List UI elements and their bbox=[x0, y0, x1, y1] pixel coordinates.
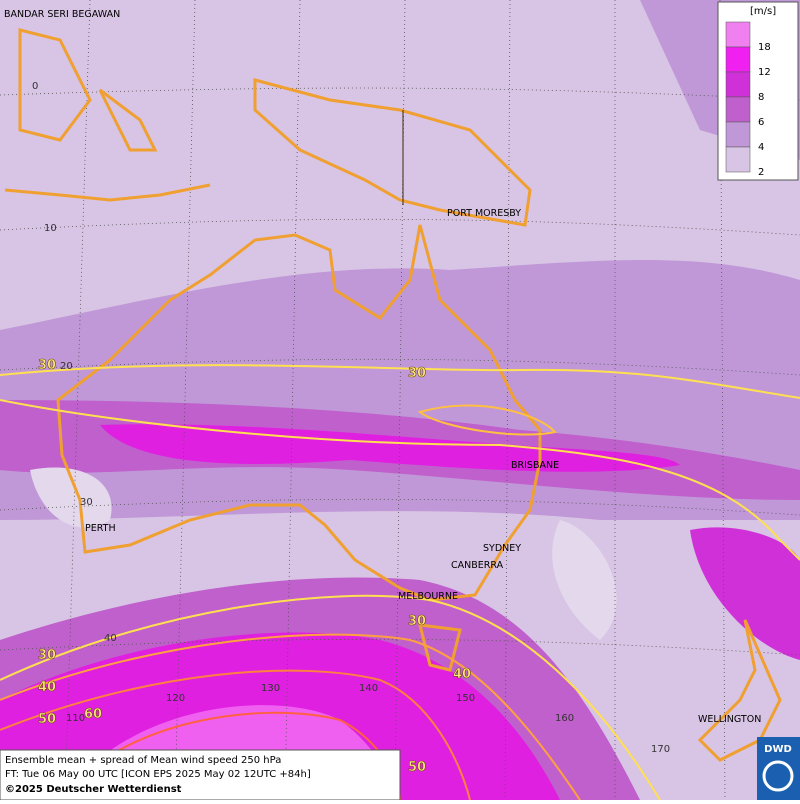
logo-mark bbox=[762, 760, 794, 792]
lon-label: 120 bbox=[166, 693, 185, 704]
contour-label: 50 bbox=[38, 712, 56, 727]
legend-label: 18 bbox=[758, 42, 771, 53]
legend-label: 4 bbox=[758, 142, 764, 153]
contour-label: 30 bbox=[408, 366, 426, 381]
shade bbox=[30, 467, 112, 528]
lon-label: 140 bbox=[359, 683, 378, 694]
lon-label: 170 bbox=[651, 744, 670, 755]
legend-swatch bbox=[725, 96, 751, 123]
city-label: PERTH bbox=[85, 523, 116, 534]
logo-text: DWD bbox=[764, 744, 792, 755]
shade bbox=[690, 527, 800, 660]
lat-label: 30 bbox=[80, 497, 93, 508]
contour-label: 50 bbox=[408, 760, 426, 775]
contour-label: 30 bbox=[38, 648, 56, 663]
contour-label: 40 bbox=[38, 680, 56, 695]
shade bbox=[100, 424, 680, 472]
legend-swatch bbox=[725, 21, 751, 48]
shade bbox=[552, 520, 617, 640]
lon-label: 160 bbox=[555, 713, 574, 724]
city-label: BANDAR SERI BEGAWAN bbox=[4, 9, 120, 20]
legend-label: 12 bbox=[758, 67, 771, 78]
lon-label: 110 bbox=[66, 713, 85, 724]
footer-text: ©2025 Deutscher Wetterdienst bbox=[5, 784, 182, 795]
legend-label: 8 bbox=[758, 92, 764, 103]
lat-label: 40 bbox=[104, 633, 117, 644]
legend: [m/s] 18 12 8 6 4 2 bbox=[717, 1, 799, 181]
lat-label: 20 bbox=[60, 361, 73, 372]
contour-label: 40 bbox=[453, 667, 471, 682]
city-label: PORT MORESBY bbox=[447, 208, 521, 219]
legend-swatch bbox=[725, 146, 751, 173]
contour-label: 30 bbox=[38, 358, 56, 373]
legend-swatch bbox=[725, 46, 751, 73]
legend-label: 2 bbox=[758, 167, 764, 178]
footer-text: Ensemble mean + spread of Mean wind spee… bbox=[5, 755, 281, 766]
legend-swatch bbox=[725, 121, 751, 148]
legend-swatch bbox=[725, 71, 751, 98]
footer-box bbox=[0, 749, 401, 801]
legend-unit: [m/s] bbox=[750, 6, 776, 17]
city-label: WELLINGTON bbox=[698, 714, 761, 725]
legend-label: 6 bbox=[758, 117, 764, 128]
lat-label: 0 bbox=[32, 81, 38, 92]
lat-label: 10 bbox=[44, 223, 57, 234]
lon-label: 150 bbox=[456, 693, 475, 704]
city-label: MELBOURNE bbox=[398, 591, 458, 602]
lon-label: 130 bbox=[261, 683, 280, 694]
city-label: BRISBANE bbox=[511, 460, 559, 471]
city-label: SYDNEY bbox=[483, 543, 521, 554]
footer-text: FT: Tue 06 May 00 UTC [ICON EPS 2025 May… bbox=[5, 769, 311, 780]
contour-label: 30 bbox=[408, 614, 426, 629]
contour-label: 60 bbox=[84, 707, 102, 722]
city-label: CANBERRA bbox=[451, 560, 504, 571]
coastlines bbox=[4, 28, 782, 762]
